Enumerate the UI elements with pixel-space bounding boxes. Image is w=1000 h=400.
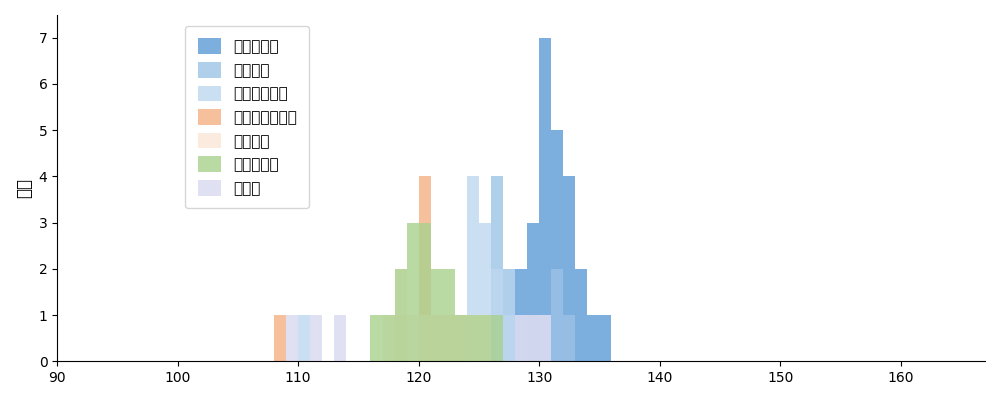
Bar xyxy=(575,269,587,361)
Bar xyxy=(503,269,515,361)
Bar xyxy=(515,315,527,361)
Bar xyxy=(563,176,575,361)
Bar xyxy=(551,269,563,361)
Bar xyxy=(527,222,539,361)
Bar xyxy=(419,222,431,361)
Bar xyxy=(491,176,503,361)
Bar xyxy=(491,315,503,361)
Bar xyxy=(527,315,539,361)
Bar xyxy=(479,315,491,361)
Bar xyxy=(286,315,298,361)
Bar xyxy=(407,315,419,361)
Bar xyxy=(479,222,491,361)
Bar xyxy=(539,38,551,361)
Bar xyxy=(298,315,310,361)
Bar xyxy=(383,315,395,361)
Bar xyxy=(395,315,407,361)
Bar xyxy=(431,269,443,361)
Bar xyxy=(503,315,515,361)
Bar xyxy=(455,315,467,361)
Bar xyxy=(539,315,551,361)
Bar xyxy=(587,315,599,361)
Bar xyxy=(455,315,467,361)
Bar xyxy=(419,315,431,361)
Bar xyxy=(370,315,383,361)
Bar xyxy=(539,315,551,361)
Bar xyxy=(515,315,527,361)
Bar xyxy=(539,315,551,361)
Bar xyxy=(443,315,455,361)
Bar xyxy=(527,315,539,361)
Bar xyxy=(455,315,467,361)
Bar xyxy=(467,315,479,361)
Bar xyxy=(310,315,322,361)
Bar xyxy=(479,315,491,361)
Bar xyxy=(334,315,346,361)
Bar xyxy=(467,315,479,361)
Bar xyxy=(515,315,527,361)
Bar xyxy=(443,315,455,361)
Bar xyxy=(274,315,286,361)
Bar xyxy=(395,269,407,361)
Bar xyxy=(599,315,611,361)
Legend: ストレート, シュート, カットボール, チェンジアップ, シンカー, スライダー, カーブ: ストレート, シュート, カットボール, チェンジアップ, シンカー, スライダ… xyxy=(185,26,309,208)
Bar xyxy=(443,269,455,361)
Bar xyxy=(551,130,563,361)
Y-axis label: 球数: 球数 xyxy=(15,178,33,198)
Bar xyxy=(467,176,479,361)
Bar xyxy=(395,269,407,361)
Bar xyxy=(407,222,419,361)
Bar xyxy=(431,315,443,361)
Bar xyxy=(431,315,443,361)
Bar xyxy=(383,315,395,361)
Bar xyxy=(491,269,503,361)
Bar xyxy=(563,315,575,361)
Bar xyxy=(515,269,527,361)
Bar xyxy=(419,176,431,361)
